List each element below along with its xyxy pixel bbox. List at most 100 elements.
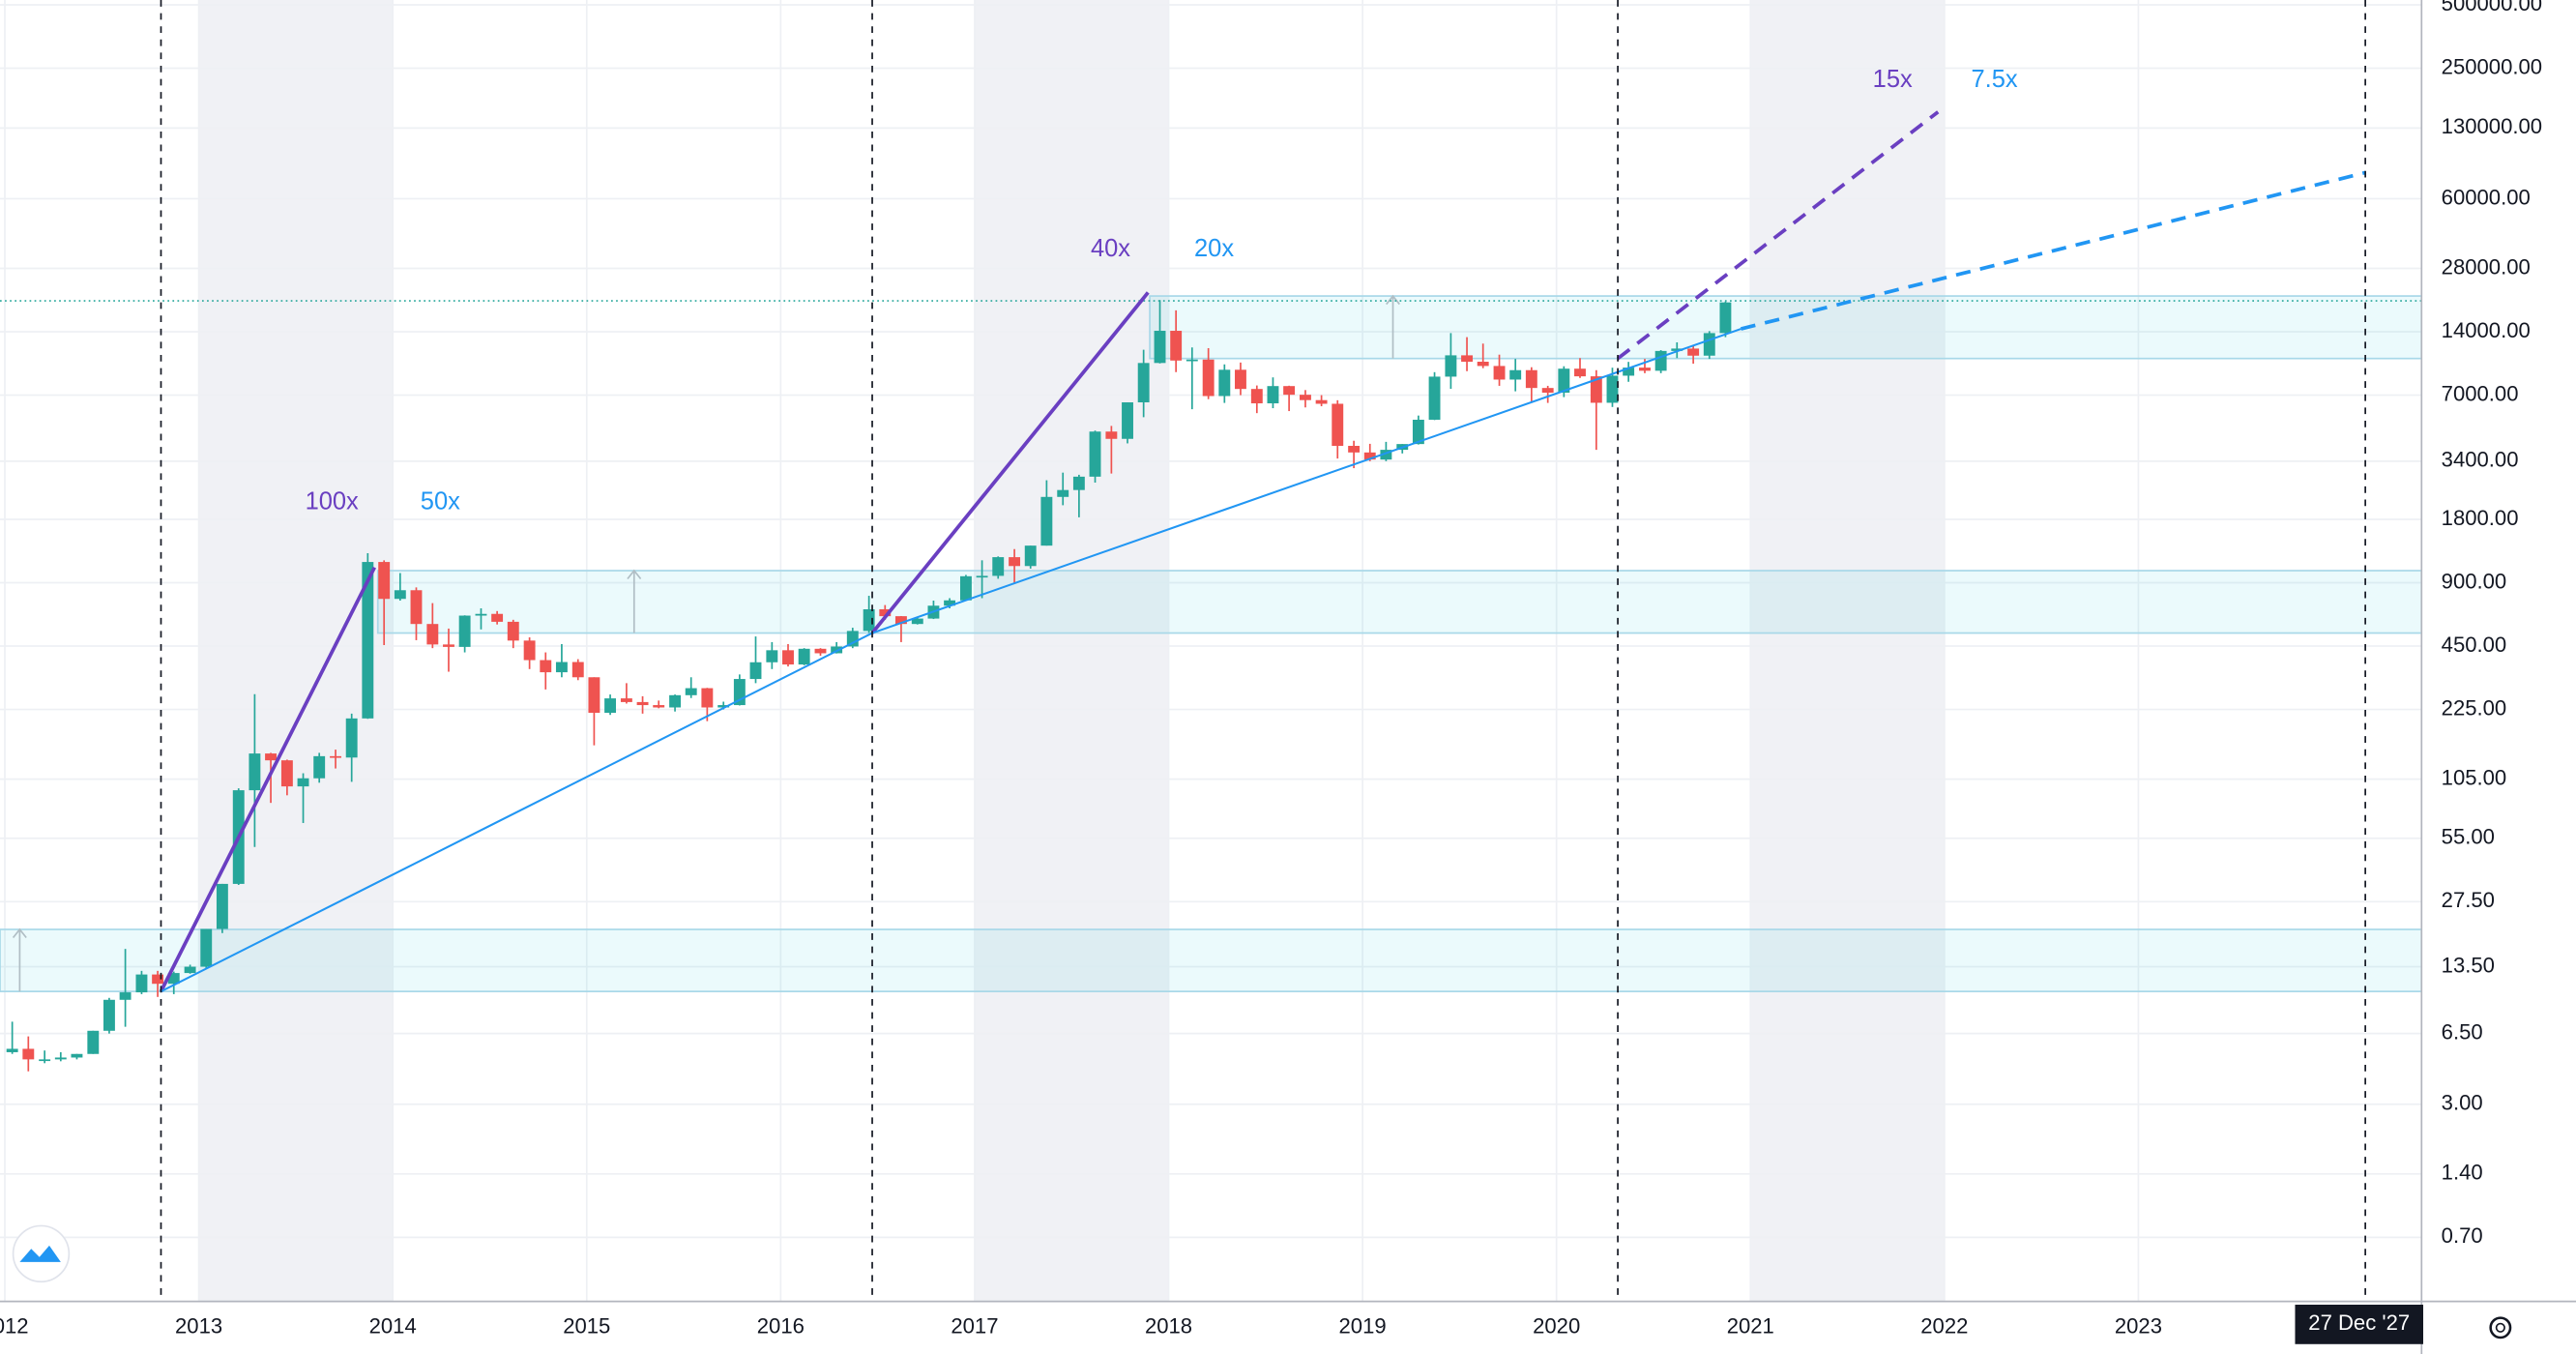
x-tick-label: 2022 [1920, 1314, 1968, 1339]
annotation: 7.5x [1971, 66, 2017, 93]
shaded-period [974, 0, 1169, 1302]
candle-body [1687, 348, 1700, 356]
y-tick-label: 900.00 [2442, 569, 2507, 593]
candle-body [733, 679, 746, 706]
candle-body [1009, 557, 1021, 567]
candle-body [1461, 355, 1473, 363]
candle-body [1509, 369, 1522, 380]
price-zone [0, 928, 2422, 992]
trend-line [870, 291, 1150, 634]
cursor-label: 27 Dec '27 [2308, 1310, 2410, 1335]
candle-body [1590, 376, 1602, 403]
candle-body [491, 613, 504, 622]
candle-body [119, 992, 132, 1000]
candle-body [976, 575, 988, 578]
candle-body [1267, 386, 1279, 404]
x-tick-label: 2019 [1339, 1314, 1387, 1339]
candle-body [378, 562, 391, 600]
candle-body [992, 557, 1005, 576]
candle-body [588, 677, 600, 713]
candle-body [1122, 402, 1133, 439]
candle-body [1057, 489, 1069, 497]
candle-body [280, 760, 293, 787]
candle-body [540, 660, 552, 673]
candle-body [313, 755, 326, 779]
candle-body [701, 688, 714, 708]
candle-body [749, 662, 762, 680]
price-zone [376, 570, 2422, 634]
settings-icon[interactable] [2489, 1316, 2512, 1339]
y-tick-label: 1.40 [2442, 1161, 2483, 1185]
logo[interactable] [12, 1224, 71, 1283]
trend-line [1616, 110, 1940, 361]
annotation: 40x [1091, 235, 1130, 262]
candle-body [1639, 368, 1651, 371]
x-tick-label: 2012 [0, 1314, 29, 1339]
candle-body [1363, 452, 1376, 460]
candle-body [410, 590, 423, 625]
candle-body [1719, 302, 1732, 334]
candle-body [1170, 331, 1183, 361]
x-tick-label: 2017 [951, 1314, 998, 1339]
candle-body [475, 613, 487, 616]
candle-body [1380, 450, 1392, 460]
x-tick-label: 2013 [175, 1314, 222, 1339]
cursor-label-bg [2295, 1305, 2423, 1344]
x-tick-label: 2021 [1727, 1314, 1774, 1339]
y-tick-label: 27.50 [2442, 888, 2495, 912]
y-tick-label: 450.00 [2442, 633, 2507, 657]
candle-body [1089, 431, 1101, 477]
candle-body [1024, 545, 1037, 567]
zone-arrow [12, 927, 27, 992]
x-tick-label: 2018 [1145, 1314, 1192, 1339]
y-tick-label: 55.00 [2442, 825, 2495, 849]
y-tick-label: 28000.00 [2442, 254, 2531, 279]
candle-body [1445, 355, 1457, 377]
candle-body [879, 608, 892, 617]
candle-body [71, 1053, 83, 1058]
candle-body [555, 662, 568, 673]
candle-body [1541, 388, 1554, 394]
candle-body [1493, 366, 1506, 380]
candle-body [766, 650, 778, 662]
annotation: 50x [421, 488, 460, 515]
candle-body [846, 631, 859, 647]
trend-line [1740, 170, 2366, 331]
plot-area [0, 0, 2422, 1302]
x-tick-label: 2020 [1533, 1314, 1580, 1339]
candle-body [443, 644, 454, 647]
annotation: 15x [1873, 66, 1913, 93]
candle-body [798, 648, 810, 665]
shaded-period [198, 0, 394, 1302]
candle-body [507, 621, 519, 641]
y-tick-label: 3400.00 [2442, 448, 2519, 472]
annotation: 100x [306, 488, 359, 515]
candle-body [717, 705, 730, 708]
candle-body [863, 608, 875, 632]
zone-arrow [627, 569, 642, 633]
candle-body [362, 562, 374, 719]
x-tick-label: 2015 [563, 1314, 610, 1339]
candle-body [685, 688, 697, 695]
candle-body [1300, 395, 1311, 400]
y-tick-label: 6.50 [2442, 1019, 2483, 1044]
candle-body [1671, 348, 1683, 351]
candle-body [1235, 369, 1246, 390]
candle-body [167, 973, 180, 985]
x-tick-label: 2023 [2115, 1314, 2162, 1339]
y-tick-label: 1800.00 [2442, 506, 2519, 530]
annotation: 20x [1194, 235, 1234, 262]
candle-body [184, 966, 196, 974]
candle-body [944, 600, 956, 606]
candle-body [782, 650, 794, 665]
candle-body [1574, 368, 1586, 377]
candle-body [1218, 369, 1231, 397]
candle-body [103, 999, 115, 1031]
candle-body [1654, 350, 1667, 371]
candle-body [1137, 363, 1150, 403]
candle-body [394, 590, 406, 600]
y-tick-label: 60000.00 [2442, 185, 2531, 209]
candle-body [831, 646, 843, 654]
candle-body [458, 615, 471, 647]
